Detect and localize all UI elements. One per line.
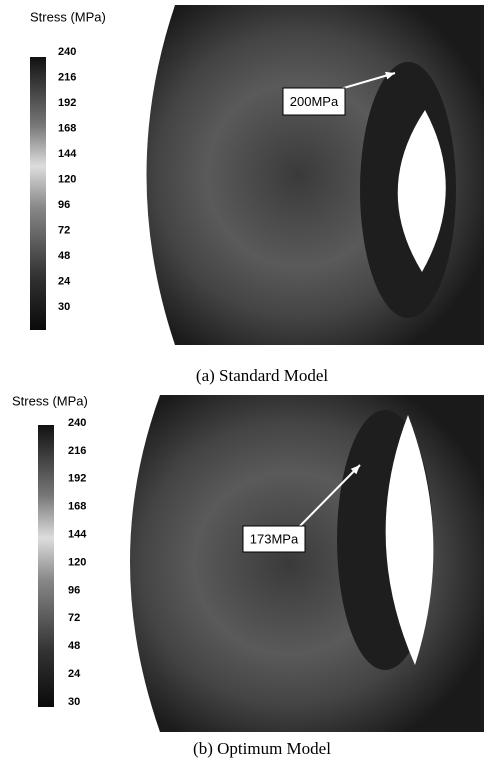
legend-tick: 24 (68, 668, 81, 680)
color-bar (38, 425, 54, 707)
annotation-box (242, 525, 306, 553)
legend-tick: 120 (68, 556, 86, 568)
legend-tick: 240 (68, 417, 86, 429)
legend-tick: 168 (68, 501, 86, 513)
arrow-head (350, 465, 360, 475)
legend-tick: 120 (58, 173, 76, 185)
legend-tick: 96 (58, 199, 70, 211)
hole (385, 415, 434, 665)
annotation-box (282, 87, 346, 116)
legend-title: Stress (MPa) (12, 393, 88, 408)
arrow-line (295, 464, 361, 531)
legend-title: Stress (MPa) (30, 9, 106, 24)
legend-tick: 96 (68, 584, 80, 596)
legend-tick: 168 (58, 122, 76, 134)
legend-tick: 48 (58, 250, 70, 262)
arrow-head (385, 71, 395, 80)
hole (397, 110, 446, 272)
legend-tick: 30 (58, 301, 70, 313)
annotation: 200MPa (290, 94, 339, 109)
legend-tick: 24 (58, 275, 71, 287)
legend-tick: 72 (58, 224, 70, 236)
legend-tick: 144 (68, 529, 87, 541)
legend-tick: 240 (58, 46, 76, 58)
legend-tick: 216 (68, 445, 86, 457)
legend-tick: 72 (68, 612, 80, 624)
caption: (a) Standard Model (196, 366, 328, 385)
legend-tick: 192 (68, 473, 86, 485)
legend-tick: 30 (68, 696, 80, 708)
legend-tick: 216 (58, 71, 76, 83)
legend-tick: 192 (58, 97, 76, 109)
caption: (b) Optimum Model (193, 739, 331, 758)
legend-tick: 144 (58, 148, 77, 160)
annotation: 173MPa (250, 531, 299, 546)
legend-tick: 48 (68, 640, 80, 652)
color-bar (30, 57, 46, 330)
